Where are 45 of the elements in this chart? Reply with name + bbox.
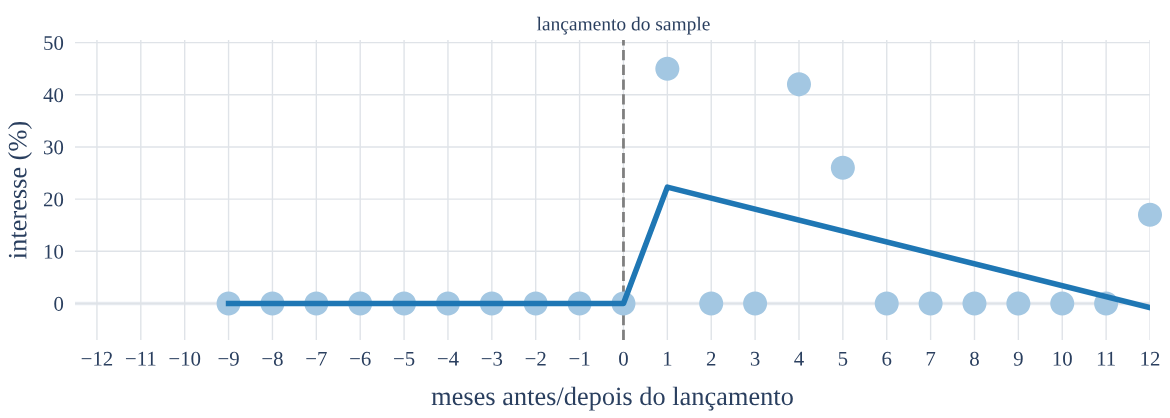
x-tick-label: 6 — [882, 351, 892, 366]
x-tick-label: −5 — [394, 351, 415, 366]
x-tick-label: −8 — [262, 351, 283, 366]
x-tick-label: −10 — [169, 351, 201, 366]
y-tick-label: 30 — [44, 140, 64, 155]
x-tick-label: 7 — [926, 351, 936, 366]
x-tick-label: −2 — [525, 351, 546, 366]
y-tick-label: 0 — [54, 296, 64, 311]
x-tick-label: 0 — [619, 351, 628, 366]
point — [1137, 202, 1163, 227]
y-tick-label: 50 — [44, 35, 64, 51]
point — [1006, 291, 1031, 316]
point — [830, 155, 855, 180]
point — [874, 291, 899, 316]
x-tick-label: −6 — [350, 351, 371, 366]
x-tick-label: −4 — [437, 351, 459, 366]
x-axis-title: meses antes/depois do lançamento — [431, 386, 793, 411]
point — [1050, 291, 1075, 316]
x-tick-label: 11 — [1097, 351, 1115, 366]
x-tick-label: −11 — [125, 351, 156, 366]
y-tick-label: 20 — [43, 192, 64, 207]
x-tick-label: 1 — [663, 351, 672, 366]
x-tick-label: 2 — [706, 351, 716, 366]
y-tick-label: 10 — [44, 244, 64, 259]
x-tick-label: −3 — [481, 351, 503, 366]
x-tick-label: 3 — [750, 351, 760, 366]
x-tick-label: 10 — [1053, 351, 1072, 366]
x-tick-label: −9 — [218, 351, 239, 366]
y-axis-title: interesse (%) — [8, 121, 32, 259]
x-tick-label: 9 — [1013, 351, 1023, 366]
x-tick-label: −1 — [569, 351, 590, 366]
x-tick-label: 4 — [794, 351, 804, 366]
point — [786, 72, 812, 97]
x-tick-label: 8 — [970, 351, 979, 366]
point — [655, 56, 680, 81]
point — [962, 291, 987, 316]
point — [743, 291, 768, 316]
point — [699, 291, 724, 316]
point — [918, 291, 943, 316]
y-tick-label: 40 — [43, 88, 64, 103]
x-tick-label: −12 — [81, 351, 113, 366]
x-tick-label: 12 — [1141, 351, 1160, 366]
x-tick-label: 5 — [838, 351, 848, 366]
x-tick-label: −7 — [306, 351, 327, 366]
ref-line-label: lançamento do sample — [536, 16, 710, 35]
